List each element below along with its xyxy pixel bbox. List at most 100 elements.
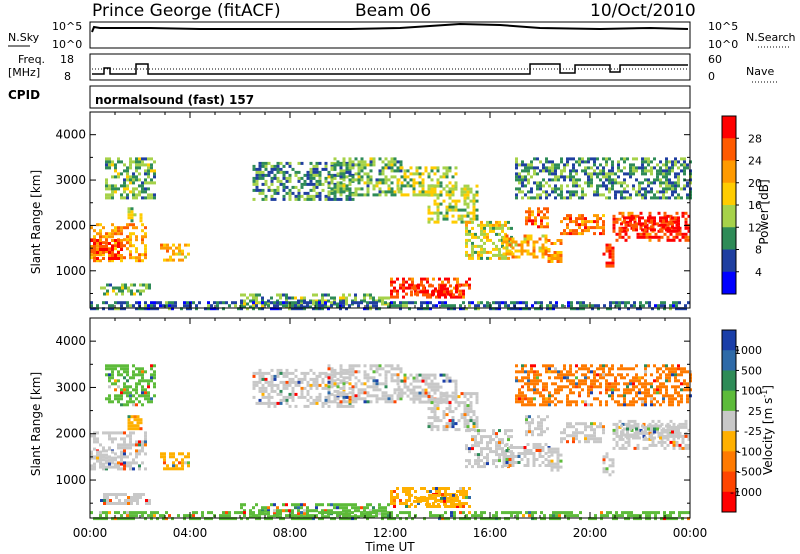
echo-cell <box>129 166 132 170</box>
echo-cell <box>306 404 310 408</box>
echo-cell <box>656 424 659 428</box>
echo-cell <box>527 172 530 176</box>
echo-cell <box>584 425 587 429</box>
echo-cell <box>648 232 652 236</box>
echo-cell <box>536 373 539 377</box>
echo-cell <box>624 304 627 308</box>
echo-cell <box>569 400 572 404</box>
echo-cell <box>390 280 393 284</box>
echo-cell <box>614 379 617 383</box>
echo-cell <box>255 371 259 375</box>
echo-cell <box>351 404 355 408</box>
echo-cell <box>133 496 136 499</box>
echo-cell <box>653 157 656 161</box>
echo-cell <box>147 166 150 170</box>
echo-cell <box>504 232 507 236</box>
echo-cell <box>312 398 316 402</box>
echo-cell <box>543 225 546 229</box>
echo-cell <box>671 400 674 404</box>
echo-cell <box>511 246 515 250</box>
echo-cell <box>626 228 629 232</box>
echo-cell <box>681 307 684 311</box>
echo-cell <box>457 404 461 408</box>
echo-cell <box>449 496 452 500</box>
echo-cell <box>605 391 608 395</box>
echo-cell <box>474 235 477 239</box>
echo-cell <box>650 169 653 173</box>
echo-cell <box>258 389 262 393</box>
echo-cell <box>255 380 259 384</box>
echo-cell <box>502 461 506 464</box>
echo-cell <box>578 160 581 164</box>
echo-cell <box>438 490 441 493</box>
echo-cell <box>294 304 297 308</box>
echo-cell <box>544 237 548 241</box>
echo-cell <box>472 422 476 426</box>
echo-cell <box>430 169 434 173</box>
echo-cell <box>106 502 109 505</box>
echo-cell <box>495 307 498 311</box>
echo-cell <box>569 169 572 173</box>
echo-cell <box>515 172 518 176</box>
echo-cell <box>342 371 346 375</box>
echo-cell <box>614 181 617 185</box>
echo-cell <box>611 255 615 259</box>
echo-cell <box>432 277 435 281</box>
echo-cell <box>659 169 662 173</box>
echo-cell <box>345 503 348 507</box>
echo-cell <box>403 184 407 188</box>
echo-cell <box>678 443 682 447</box>
echo-cell <box>330 187 334 191</box>
echo-cell <box>581 193 584 197</box>
echo-cell <box>132 364 135 368</box>
echo-cell <box>612 223 616 227</box>
echo-cell <box>507 226 510 230</box>
echo-cell <box>321 404 325 408</box>
echo-cell <box>354 293 357 297</box>
echo-cell <box>249 305 252 309</box>
echo-cell <box>126 241 129 245</box>
echo-cell <box>665 364 668 368</box>
echo-cell <box>348 187 352 191</box>
echo-cell <box>523 249 527 253</box>
echo-cell <box>648 301 651 305</box>
echo-cell <box>297 512 300 516</box>
echo-cell <box>566 157 569 161</box>
echo-cell <box>438 295 441 299</box>
echo-cell <box>419 499 422 503</box>
echo-cell <box>330 161 334 165</box>
echo-cell <box>126 373 129 377</box>
echo-cell <box>412 193 416 197</box>
echo-cell <box>434 287 437 291</box>
echo-cell <box>650 228 653 232</box>
echo-cell <box>136 493 139 496</box>
echo-cell <box>427 172 431 176</box>
echo-cell <box>475 193 479 197</box>
echo-cell <box>312 176 316 180</box>
echo-cell <box>300 386 304 390</box>
echo-cell <box>656 169 659 173</box>
echo-cell <box>427 422 431 426</box>
echo-cell <box>123 467 126 471</box>
echo-cell <box>527 181 530 185</box>
echo-cell <box>498 453 501 457</box>
echo-cell <box>108 458 111 462</box>
echo-cell <box>357 175 361 179</box>
echo-cell <box>480 244 483 248</box>
echo-cell <box>141 238 144 242</box>
echo-cell <box>686 193 689 197</box>
echo-cell <box>126 400 129 404</box>
echo-cell <box>396 166 400 170</box>
echo-cell <box>553 450 557 454</box>
echo-cell <box>486 232 489 236</box>
echo-cell <box>653 193 656 197</box>
echo-cell <box>153 193 156 197</box>
echo-cell <box>138 443 141 447</box>
echo-cell <box>147 172 150 176</box>
echo-cell <box>480 223 483 227</box>
echo-cell <box>348 304 351 308</box>
echo-cell <box>138 157 141 161</box>
echo-cell <box>683 166 686 170</box>
echo-cell <box>433 193 437 197</box>
echo-cell <box>369 367 373 371</box>
